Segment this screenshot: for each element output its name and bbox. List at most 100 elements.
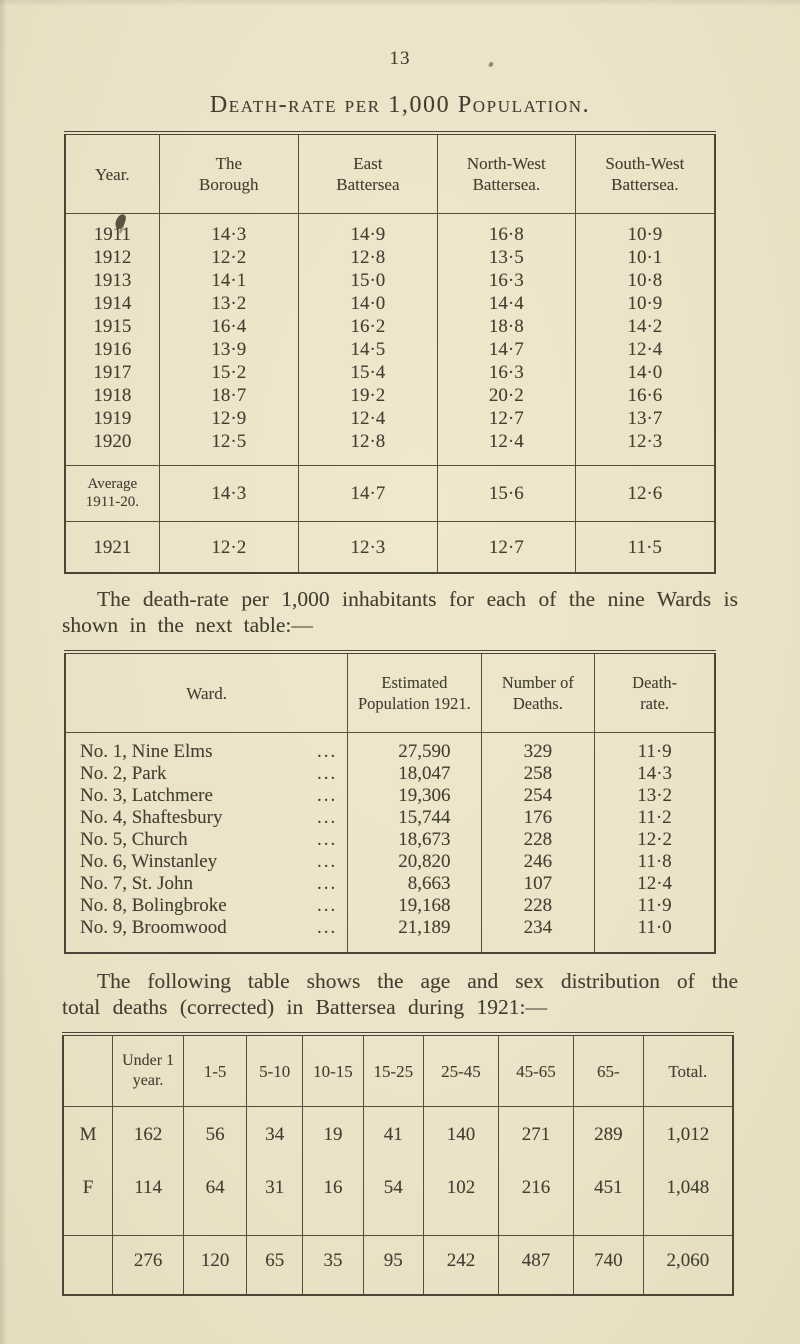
deaths-count-cell: 176: [480, 807, 595, 829]
column-header-year: Year.: [65, 133, 160, 214]
blank-cell: [63, 1236, 113, 1296]
death-rate-cell: 11·0: [594, 917, 715, 953]
table-row: No. 2, Park... 18,047 258 14·3: [65, 763, 715, 785]
rate-cell: 14·7: [436, 338, 576, 361]
deaths-count-cell: 276: [112, 1235, 184, 1295]
deaths-count-cell: 228: [480, 895, 595, 917]
table-row: No. 3, Latchmere... 19,306 254 13·2: [65, 785, 715, 807]
rate-cell: 12·7: [436, 521, 576, 573]
rate-cell: 12·3: [574, 430, 715, 453]
column-header-ward: Ward.: [65, 652, 348, 733]
page-title: Death-rate per 1,000 Population.: [209, 92, 591, 118]
leader-dots: ...: [317, 829, 338, 850]
year-cell: 1913: [93, 270, 132, 291]
deaths-count-cell: 234: [480, 917, 595, 953]
death-rate-cell: 12·4: [594, 873, 715, 895]
column-header-45-65: 45-65: [497, 1034, 574, 1107]
rate-cell: 15·6: [436, 465, 576, 522]
rate-cell: 20·2: [436, 384, 576, 407]
blank-cell: [297, 453, 438, 466]
leader-dots: ...: [317, 873, 338, 894]
deaths-count-cell: 228: [480, 829, 595, 851]
table-row: 1911 14·3 14·9 16·8 10·9: [65, 213, 715, 246]
rate-cell: 12·4: [436, 430, 576, 453]
leader-dots: ...: [317, 741, 338, 762]
deaths-count-cell: 740: [572, 1235, 644, 1295]
year-cell: 1912: [93, 247, 132, 268]
column-header-5-10: 5-10: [246, 1034, 303, 1107]
rate-cell: 14·2: [574, 315, 715, 338]
header-label: The Borough: [199, 154, 259, 194]
blank-cell: [574, 453, 715, 466]
deaths-count-cell: 1,012: [642, 1106, 733, 1163]
year-cell: 1921: [93, 536, 132, 558]
deaths-count-cell: 329: [480, 732, 595, 763]
column-header-number-of-deaths: Number of Deaths.: [480, 652, 595, 733]
year-1921-row: 1921 12·2 12·3 12·7 11·5: [65, 521, 715, 573]
ward-name: No. 8, Bolingbroke: [80, 895, 227, 916]
table-row: 1918 18·7 19·2 20·2 16·6: [65, 384, 715, 407]
column-header-total: Total.: [642, 1034, 733, 1107]
deaths-count-cell: 242: [422, 1235, 499, 1295]
blank-cell: [302, 1213, 364, 1236]
blank-cell: [422, 1213, 499, 1236]
deaths-count-cell: 35: [302, 1235, 364, 1295]
leader-dots: ...: [317, 785, 338, 806]
male-row: M 162 56 34 19 41 140 271 289 1,012: [63, 1106, 733, 1163]
rate-cell: 12·9: [158, 407, 299, 430]
death-rate-cell: 13·2: [594, 785, 715, 807]
column-header-south-west-battersea: South-West Battersea.: [574, 133, 715, 214]
blank-cell: [642, 1213, 733, 1236]
ward-name-cell: No. 9, Broomwood...: [65, 917, 348, 953]
population-cell: 18,673: [347, 829, 481, 851]
blank-cell: [65, 453, 160, 466]
header-label: Year.: [95, 164, 130, 184]
intro-paragraph-age-sex: The following table shows the age and se…: [62, 969, 738, 1019]
deaths-count-cell: 34: [246, 1106, 303, 1163]
rate-cell: 14·1: [158, 269, 299, 292]
header-label: East Battersea: [336, 154, 400, 194]
rate-cell: 14·3: [158, 213, 299, 246]
blank-cell: [572, 1213, 644, 1236]
deaths-count-cell: 114: [112, 1163, 184, 1213]
column-header-25-45: 25-45: [422, 1034, 499, 1107]
year-cell: 1918: [93, 385, 132, 406]
table-row: No. 5, Church... 18,673 228 12·2: [65, 829, 715, 851]
page-number: 13: [389, 48, 411, 69]
column-header-estimated-population: Estimated Population 1921.: [347, 652, 481, 733]
deaths-count-cell: 107: [480, 873, 595, 895]
intro-paragraph-wards: The death-rate per 1,000 inhabitants for…: [62, 587, 738, 637]
deaths-count-cell: 254: [480, 785, 595, 807]
average-label-cell: Average 1911-20.: [65, 465, 160, 522]
blank-cell: [436, 453, 576, 466]
rate-cell: 16·6: [574, 384, 715, 407]
ward-name: No. 9, Broomwood: [80, 917, 227, 938]
leader-dots: ...: [317, 895, 338, 916]
year-cell: 1917: [93, 362, 132, 383]
deaths-count-cell: 54: [362, 1163, 424, 1213]
totals-row: 276 120 65 35 95 242 487 740 2,060: [63, 1235, 733, 1296]
year-cell: 1916: [93, 339, 132, 360]
rate-cell: 18·7: [158, 384, 299, 407]
population-cell: 18,047: [347, 763, 481, 785]
rate-cell: 12·8: [297, 246, 438, 269]
header-row: Ward. Estimated Population 1921. Number …: [65, 652, 715, 733]
rate-cell: 15·4: [297, 361, 438, 384]
deaths-count-cell: 162: [112, 1106, 184, 1163]
rate-cell: 16·2: [297, 315, 438, 338]
deaths-count-cell: 487: [497, 1235, 574, 1295]
column-header-15-25: 15-25: [362, 1034, 424, 1107]
year-cell: 1911: [93, 224, 132, 245]
death-rate-cell: 11·9: [594, 895, 715, 917]
sex-label-cell: F: [82, 1177, 94, 1198]
blank-cell: [362, 1213, 424, 1236]
rate-cell: 12·8: [297, 430, 438, 453]
column-header-borough: The Borough: [158, 133, 299, 214]
column-header-blank: [63, 1034, 113, 1107]
population-cell: 27,590: [347, 732, 481, 763]
ward-name: No. 6, Winstanley: [80, 851, 218, 872]
female-row: F 114 64 31 16 54 102 216 451 1,048: [63, 1163, 733, 1213]
rate-cell: 13·2: [158, 292, 299, 315]
table-row: 1916 13·9 14·5 14·7 12·4: [65, 338, 715, 361]
